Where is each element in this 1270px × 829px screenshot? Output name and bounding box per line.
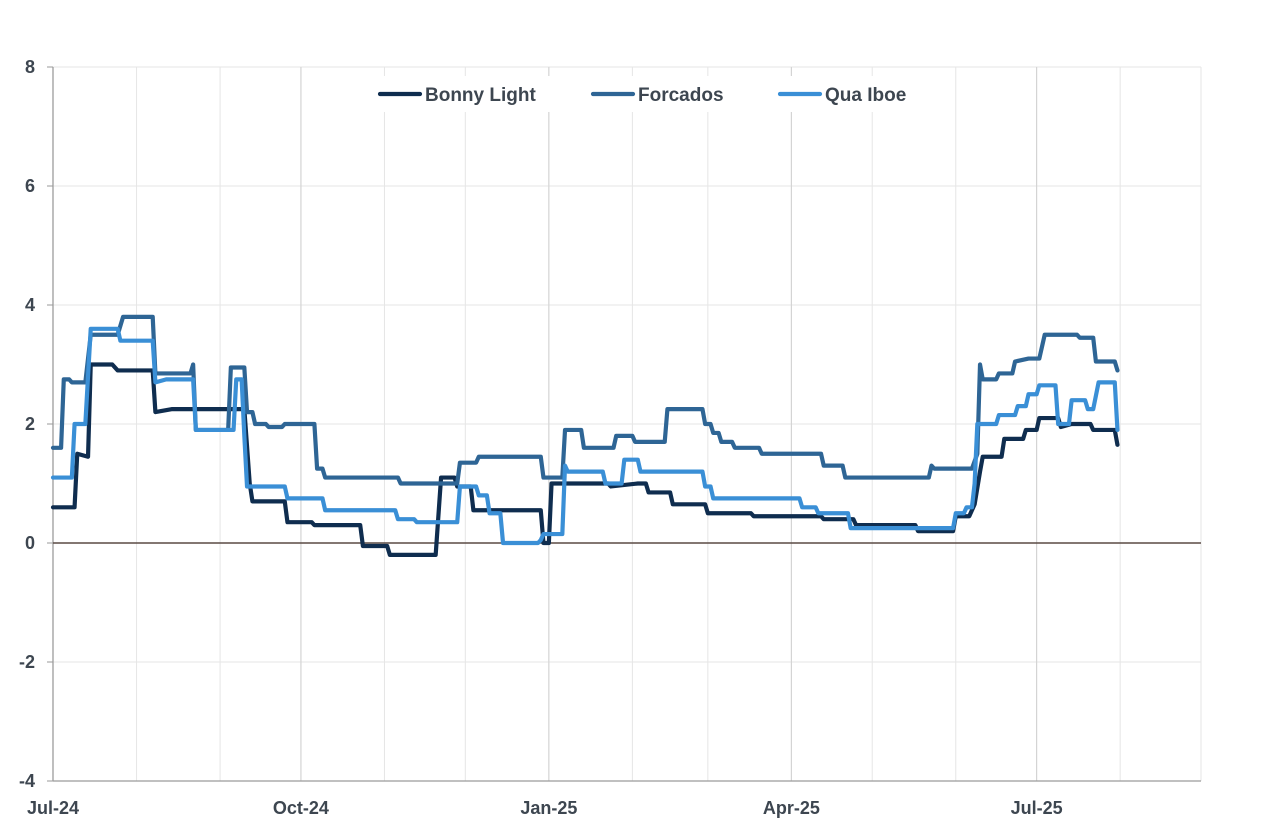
axes: -4 -2 0 2 4 6 8 Jul-24 Oct-24 Jan-25 Apr-25 Jul-25 bbox=[19, 57, 1201, 818]
series-lines bbox=[50, 314, 1120, 557]
y-tick-label: -2 bbox=[19, 652, 35, 672]
series-line-forcados bbox=[50, 314, 1120, 486]
legend-label-qua-iboe: Qua Iboe bbox=[825, 85, 906, 106]
x-tick-label: Jul-25 bbox=[1011, 798, 1063, 818]
x-tick-label: Jan-25 bbox=[520, 798, 577, 818]
y-tick-label: 6 bbox=[25, 176, 35, 196]
y-tick-label: 8 bbox=[25, 57, 35, 77]
gridlines bbox=[52, 66, 1202, 782]
x-tick-label: Apr-25 bbox=[763, 798, 820, 818]
x-tick-label: Oct-24 bbox=[273, 798, 329, 818]
legend: Bonny Light Forcados Qua Iboe bbox=[365, 76, 940, 112]
series-line-bonny-light bbox=[50, 362, 1120, 557]
legend-label-bonny-light: Bonny Light bbox=[425, 85, 536, 106]
y-tick-label: 0 bbox=[25, 533, 35, 553]
x-tick-label: Jul-24 bbox=[27, 798, 79, 818]
legend-background bbox=[365, 76, 940, 112]
y-tick-label: -4 bbox=[19, 771, 35, 791]
y-tick-label: 4 bbox=[25, 295, 35, 315]
series-line-qua-iboe bbox=[50, 326, 1120, 546]
legend-label-forcados: Forcados bbox=[638, 85, 724, 106]
y-tick-label: 2 bbox=[25, 414, 35, 434]
